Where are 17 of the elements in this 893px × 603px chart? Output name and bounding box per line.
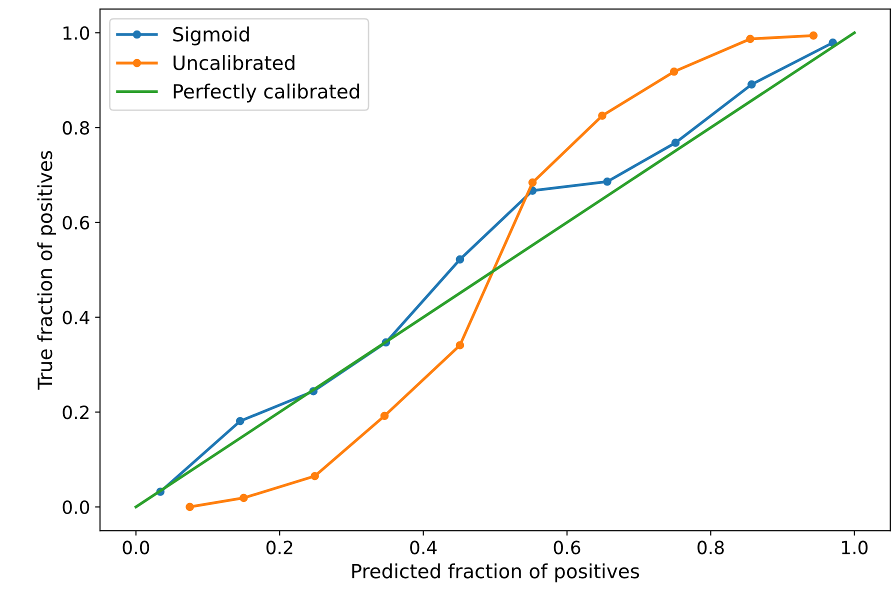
- y-axis-title: True fraction of positives: [37, 150, 56, 390]
- legend-label: Uncalibrated: [174, 55, 294, 70]
- y-tick-label: 0.0: [62, 500, 90, 514]
- y-tick-label: 0.2: [62, 406, 88, 420]
- x-tick-label: 0.0: [122, 540, 150, 554]
- y-tick-label: 0.4: [62, 310, 90, 324]
- x-axis-title: Predicted fraction of positives: [352, 563, 640, 582]
- y-tick-label: 0.8: [62, 121, 90, 135]
- y-tick-label: 1.0: [64, 26, 90, 40]
- x-tick-label: 0.8: [698, 540, 724, 554]
- x-tick-label: 0.6: [554, 540, 580, 554]
- legend-label: Sigmoid: [173, 26, 249, 46]
- y-tick-label: 0.6: [62, 216, 90, 230]
- x-tick-label: 0.4: [410, 540, 437, 554]
- legend-label: Perfectly calibrated: [174, 84, 359, 102]
- x-tick-label: 0.2: [266, 540, 292, 554]
- x-tick-label: 1.0: [842, 540, 868, 554]
